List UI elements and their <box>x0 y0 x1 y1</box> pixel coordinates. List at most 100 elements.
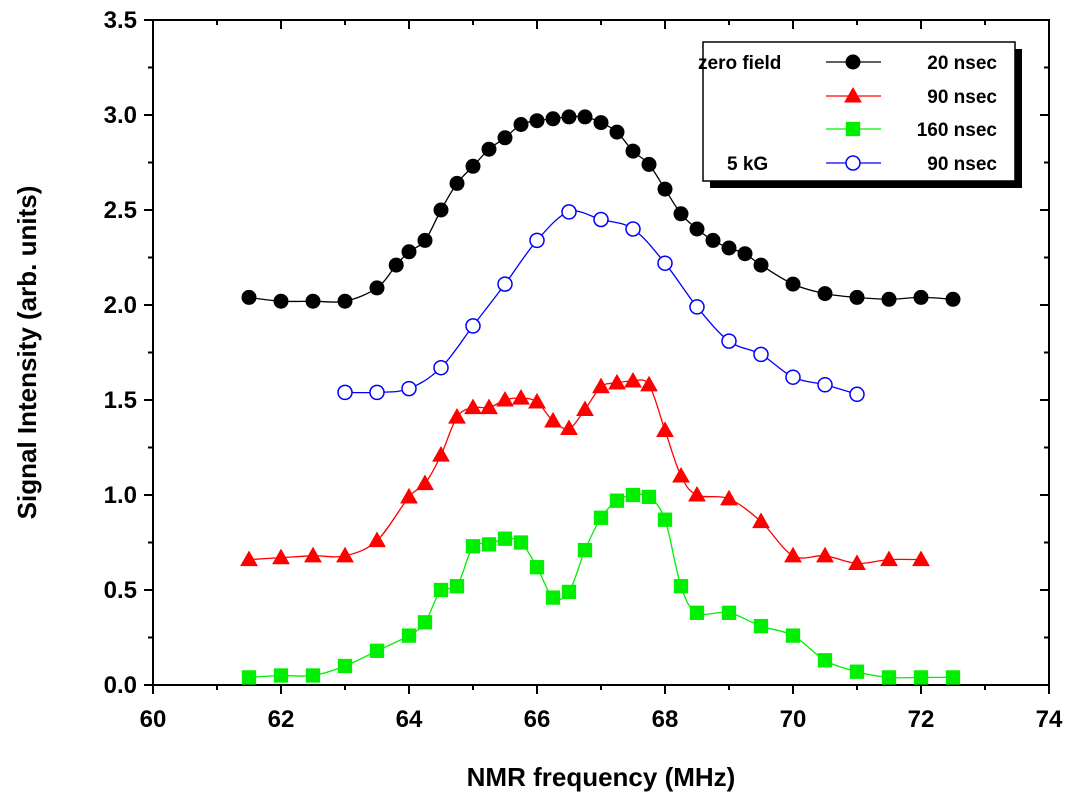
data-point <box>448 408 466 424</box>
data-point <box>481 141 497 157</box>
data-point <box>753 257 769 273</box>
data-point <box>465 539 481 554</box>
data-point <box>305 293 321 309</box>
data-point <box>625 487 641 503</box>
data-point <box>609 124 625 140</box>
x-axis-title: NMR frequency (MHz) <box>467 762 736 792</box>
x-tick-label: 70 <box>780 706 807 733</box>
data-point <box>464 398 482 415</box>
data-point <box>624 371 642 388</box>
data-point <box>480 398 498 415</box>
legend-group-label: 5 kG <box>727 154 768 175</box>
x-tick-label: 72 <box>908 706 935 733</box>
legend-label: 90 nsec <box>927 154 997 175</box>
data-point <box>449 175 465 191</box>
data-point <box>401 380 417 397</box>
data-point <box>561 584 577 600</box>
data-point <box>369 643 385 658</box>
data-point <box>529 113 545 129</box>
y-tick-label: 2.5 <box>104 197 137 224</box>
data-point <box>369 280 385 296</box>
data-point <box>241 670 257 685</box>
legend-marker <box>845 155 861 171</box>
y-tick-label: 2.0 <box>104 292 137 319</box>
data-point <box>577 109 593 125</box>
data-point <box>388 257 404 273</box>
data-point <box>625 221 641 237</box>
data-point <box>241 289 257 305</box>
data-point <box>401 244 417 260</box>
y-axis-title: Signal Intensity (arb. units) <box>12 186 42 520</box>
data-point <box>785 276 801 292</box>
x-tick-label: 60 <box>140 706 167 733</box>
data-point <box>273 668 289 683</box>
data-point <box>913 289 929 305</box>
data-point <box>433 359 449 376</box>
data-point <box>672 466 690 483</box>
data-point <box>512 389 530 405</box>
data-point <box>753 346 769 363</box>
data-point <box>513 535 529 550</box>
data-point <box>593 115 609 131</box>
data-point <box>817 653 833 668</box>
data-point <box>593 211 609 228</box>
data-point <box>785 369 801 385</box>
data-point <box>881 670 897 685</box>
data-point <box>432 446 450 462</box>
data-point <box>689 605 705 620</box>
data-point <box>688 485 706 502</box>
data-point <box>305 668 321 683</box>
data-point <box>337 384 353 401</box>
y-tick-label: 1.5 <box>104 387 137 414</box>
y-axis: 0.0 0.5 1.0 1.5 2.0 2.5 3.0 3.5 <box>104 7 1049 699</box>
data-point <box>849 289 865 305</box>
data-point <box>545 111 561 127</box>
data-point <box>272 548 290 565</box>
data-point <box>657 512 673 527</box>
data-point <box>593 510 609 525</box>
x-tick-label: 74 <box>1036 706 1063 733</box>
data-point <box>561 204 577 220</box>
data-point <box>529 232 545 249</box>
data-point <box>721 605 737 620</box>
data-point <box>657 255 673 271</box>
data-point <box>576 400 594 417</box>
data-point <box>945 291 961 307</box>
data-point <box>752 512 770 529</box>
data-point <box>304 546 322 563</box>
data-point <box>273 293 289 309</box>
data-point <box>705 232 721 248</box>
data-point <box>689 221 705 237</box>
data-point <box>849 664 865 679</box>
data-point <box>625 143 641 159</box>
data-point <box>816 546 834 563</box>
data-point <box>817 286 833 302</box>
data-point <box>848 554 866 570</box>
data-point <box>544 411 562 428</box>
legend: 20 nsec 90 nsec 160 nsec 90 nsec zero field 5… <box>698 41 1022 188</box>
x-axis: 60 62 64 66 68 70 72 74 <box>140 20 1063 733</box>
data-point <box>449 579 465 594</box>
legend-label: 90 nsec <box>927 87 997 108</box>
data-point <box>849 386 865 403</box>
data-point <box>369 384 385 401</box>
data-point <box>336 546 354 563</box>
series-1 <box>240 371 930 570</box>
x-tick-label: 62 <box>268 706 295 733</box>
legend-marker <box>845 54 861 70</box>
data-point <box>337 658 353 674</box>
data-point <box>481 537 497 552</box>
data-point <box>465 318 481 334</box>
data-point <box>560 419 578 436</box>
data-point <box>368 531 386 548</box>
data-point <box>400 487 418 504</box>
x-tick-label: 68 <box>652 706 679 733</box>
data-point <box>785 628 801 643</box>
data-point <box>497 531 513 546</box>
data-point <box>641 489 657 505</box>
data-point <box>673 579 689 594</box>
data-point <box>240 550 258 567</box>
legend-marker <box>844 86 862 103</box>
legend-label: 20 nsec <box>927 53 997 74</box>
